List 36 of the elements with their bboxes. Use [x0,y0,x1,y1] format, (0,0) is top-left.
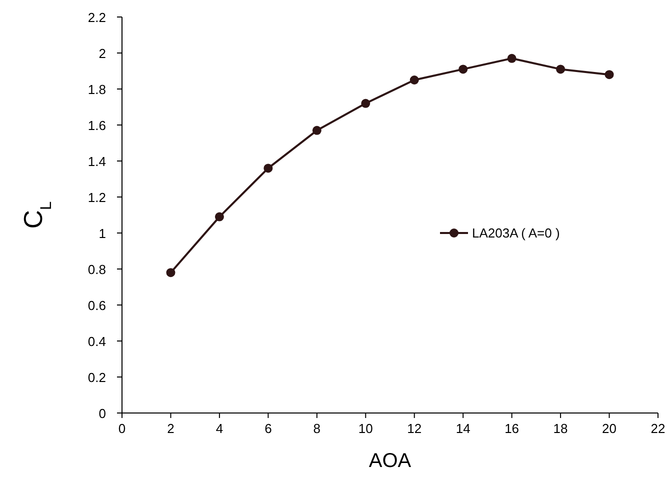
x-tick-label: 14 [456,421,470,436]
y-tick-label: 0.2 [88,370,106,385]
y-tick-label: 0.8 [88,262,106,277]
y-tick-label: 0 [98,406,106,421]
y-tick-label: 1 [98,226,106,241]
point [312,126,322,135]
y-tick-label: 2.2 [88,10,106,25]
point [556,64,566,74]
x-tick-label: 20 [602,421,617,436]
x-tick-label: 6 [264,421,272,436]
y-tick-label: 2 [98,46,106,61]
y-tick-label: 1.4 [88,154,106,169]
y-tick-label: 1.8 [88,82,106,97]
point [458,64,468,74]
x-tick-label: 22 [650,421,666,436]
point [214,212,224,222]
x-tick-label: 2 [167,421,174,436]
point [264,164,273,173]
y-tick-label: 0.4 [88,334,106,349]
point [604,70,614,80]
point [410,76,419,84]
x-tick-label: 0 [118,421,126,436]
x-tick-label: 12 [407,421,422,436]
point [166,268,176,278]
y-tick-label: 1.2 [88,190,106,205]
x-tick-label: 18 [553,421,568,436]
x-tick-label: 10 [358,421,373,436]
legend-label: LA203A ( A=0 ) [472,226,560,240]
x-axis-title: AOA [368,450,412,472]
x-tick-label: 16 [504,421,520,436]
y-tick-label: 0.6 [88,298,106,313]
x-tick-label: 4 [216,421,224,436]
y-tick-label: 1.6 [88,118,106,133]
point [507,54,516,63]
point [361,98,370,108]
x-tick-label: 8 [313,421,321,436]
